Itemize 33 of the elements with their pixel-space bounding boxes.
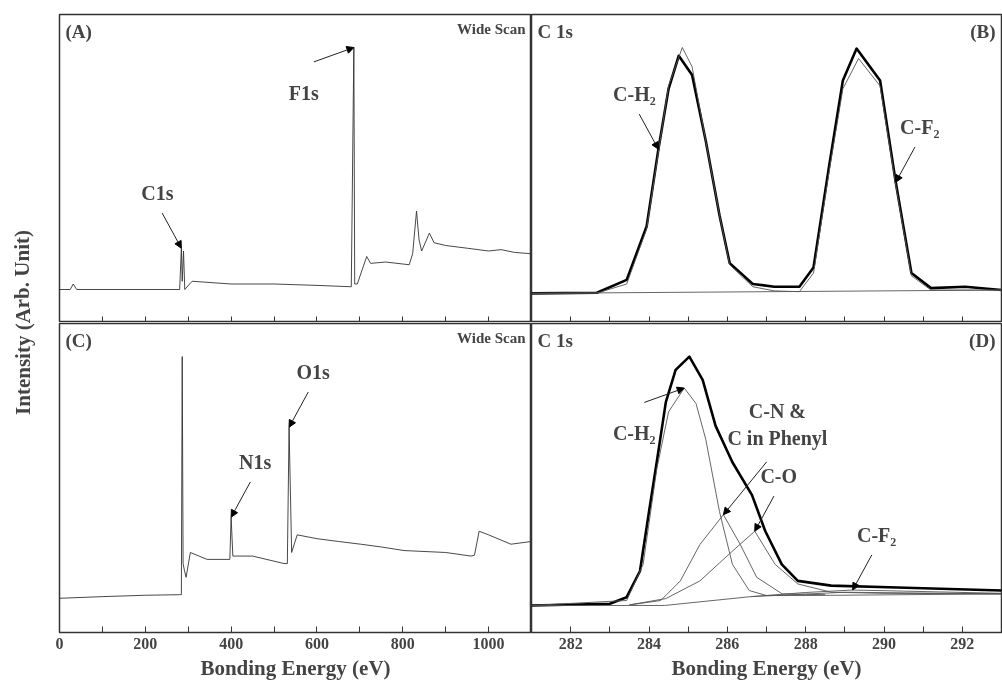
annotation: N1s	[239, 451, 272, 474]
x-tick-label: 290	[872, 634, 896, 652]
x-tick-label: 282	[558, 634, 583, 652]
text: (C)	[65, 329, 92, 352]
x-tick-label: 288	[793, 634, 818, 652]
x-tick-label: 400	[219, 634, 244, 652]
text: (B)	[970, 20, 996, 43]
text: Wide Scan	[457, 20, 527, 37]
annotation: C-N & C in Phenyl	[727, 400, 828, 450]
text: (D)	[969, 329, 996, 352]
x-tick-label: 600	[304, 634, 329, 652]
annotation: C1s	[141, 182, 174, 205]
x-tick-label: 286	[715, 634, 740, 652]
annotation: C-F₂	[857, 524, 897, 547]
annotation: F1s	[288, 81, 320, 104]
annotation: C-H₂	[612, 422, 656, 445]
text: (A)	[65, 20, 92, 43]
x-tick-label: 292	[950, 634, 975, 652]
x-axis-title: Bonding Energy (eV)	[671, 655, 862, 680]
annotation: C-F₂	[900, 116, 940, 139]
annotation: C-O	[760, 465, 798, 488]
annotation: O1s	[296, 361, 330, 384]
x-tick-label: 0	[55, 634, 64, 652]
x-tick-label: 1000	[472, 634, 505, 652]
text: Wide Scan	[457, 329, 527, 346]
annotation: C-H₂	[613, 83, 656, 106]
text: C 1s	[537, 20, 573, 42]
x-tick-label: 284	[637, 634, 661, 652]
x-tick-label: 200	[133, 634, 158, 652]
text: C 1s	[537, 329, 573, 351]
x-axis-title: Bonding Energy (eV)	[200, 655, 391, 680]
y-axis-title: Intensity (Arb. Unit)	[10, 230, 35, 415]
x-tick-label: 800	[390, 634, 415, 652]
